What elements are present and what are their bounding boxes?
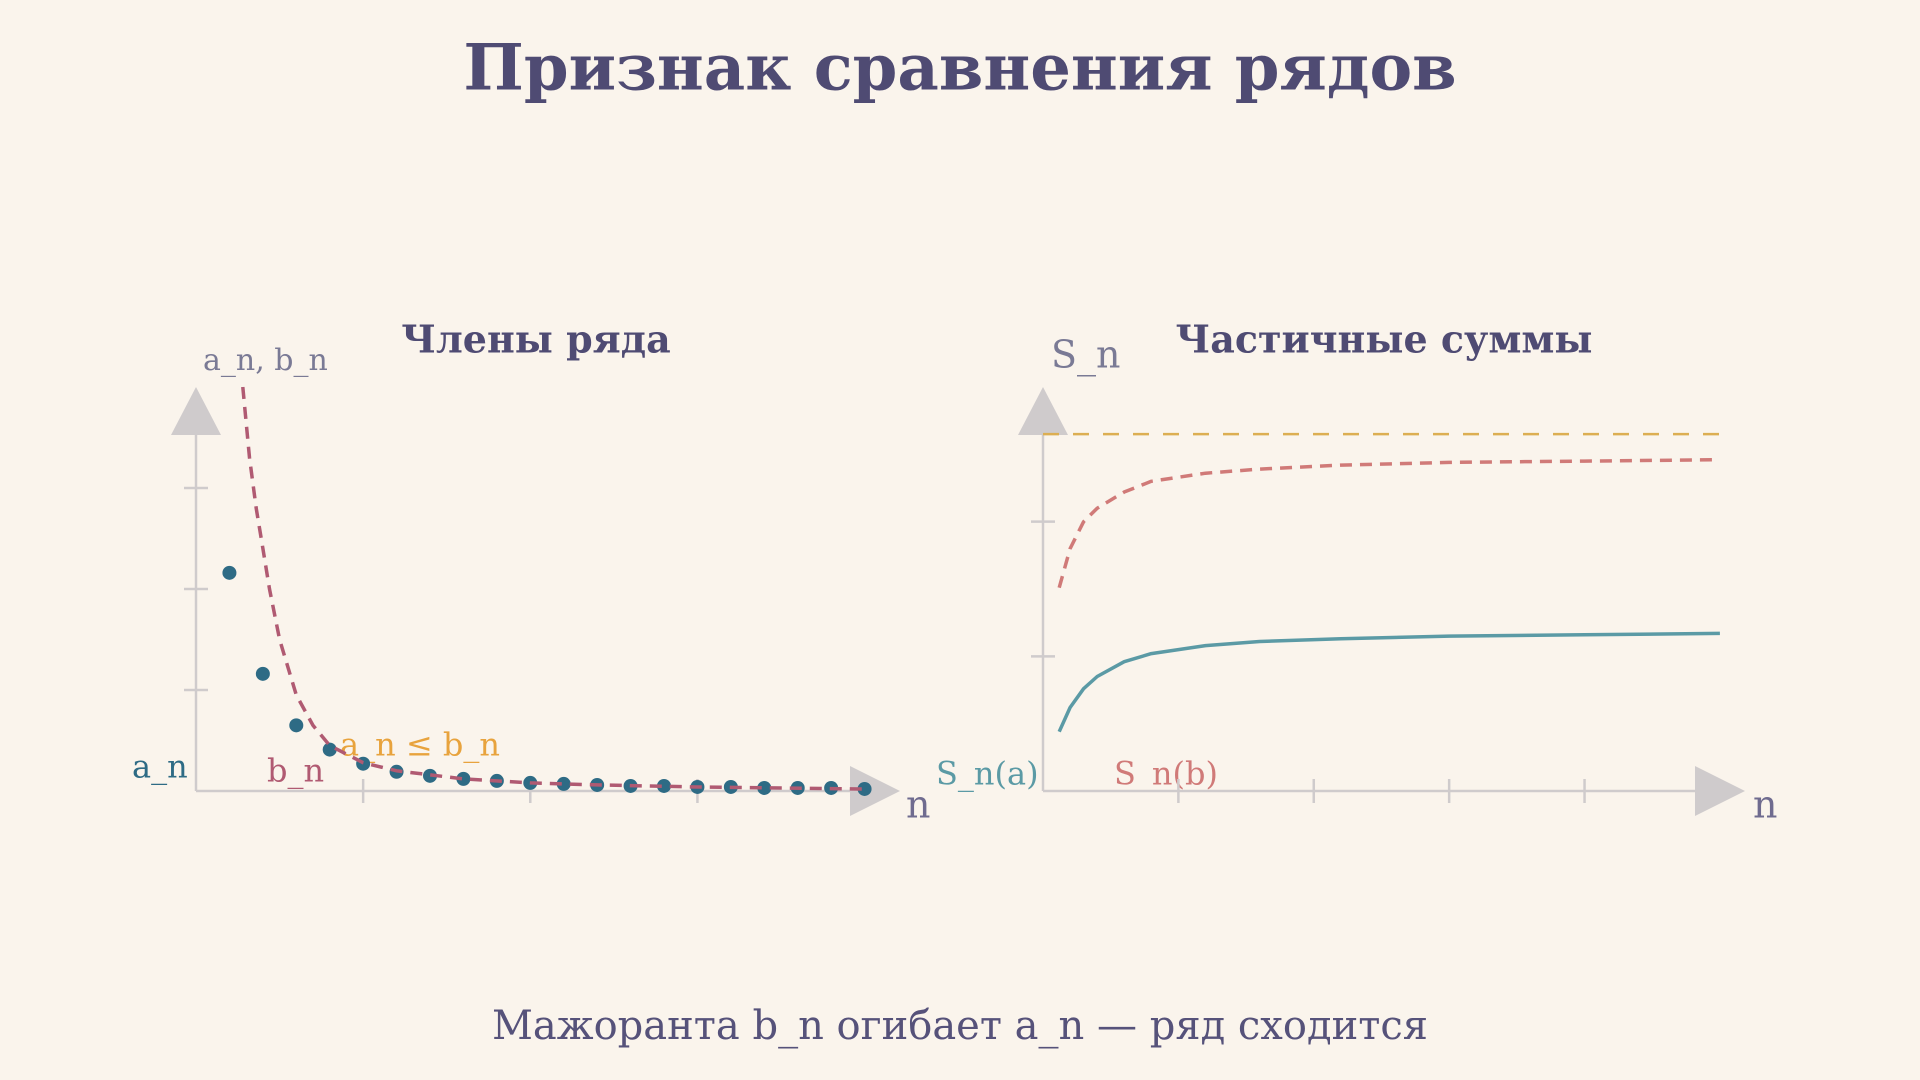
chart-title: Члены ряда	[401, 317, 670, 362]
y-axis-label: a_n, b_n	[203, 343, 328, 378]
data-point	[857, 781, 872, 796]
annotation: a_n ≤ b_n	[340, 726, 500, 764]
legend-label: b_n	[267, 752, 324, 790]
x-axis-arrow	[850, 766, 900, 816]
x-axis-arrow	[1695, 766, 1745, 816]
data-point	[222, 565, 237, 580]
chart-title: Частичные суммы	[1176, 317, 1593, 362]
caption: Мажоранта b_n огибает a_n — ряд сходится	[492, 1003, 1428, 1049]
y-axis-label: S_n	[1051, 333, 1121, 378]
data-point	[289, 718, 304, 733]
main-title: Признак сравнения рядов	[463, 31, 1456, 106]
x-axis-label: n	[906, 783, 930, 827]
series-line	[241, 386, 865, 791]
y-axis-arrow	[171, 387, 221, 435]
data-point	[657, 778, 671, 793]
series-line	[1057, 457, 1720, 589]
legend-label: a_n	[132, 748, 188, 786]
data-point	[423, 768, 437, 783]
series-line	[1057, 631, 1720, 733]
x-axis-label: n	[1753, 783, 1777, 827]
data-point	[757, 780, 772, 795]
legend-label: S_n(b)	[1114, 755, 1218, 793]
legend-label: S_n(a)	[936, 755, 1039, 793]
data-point	[556, 776, 571, 791]
y-axis-arrow	[1018, 387, 1068, 435]
data-point	[456, 771, 471, 786]
data-point	[322, 742, 337, 757]
data-point	[255, 666, 270, 681]
